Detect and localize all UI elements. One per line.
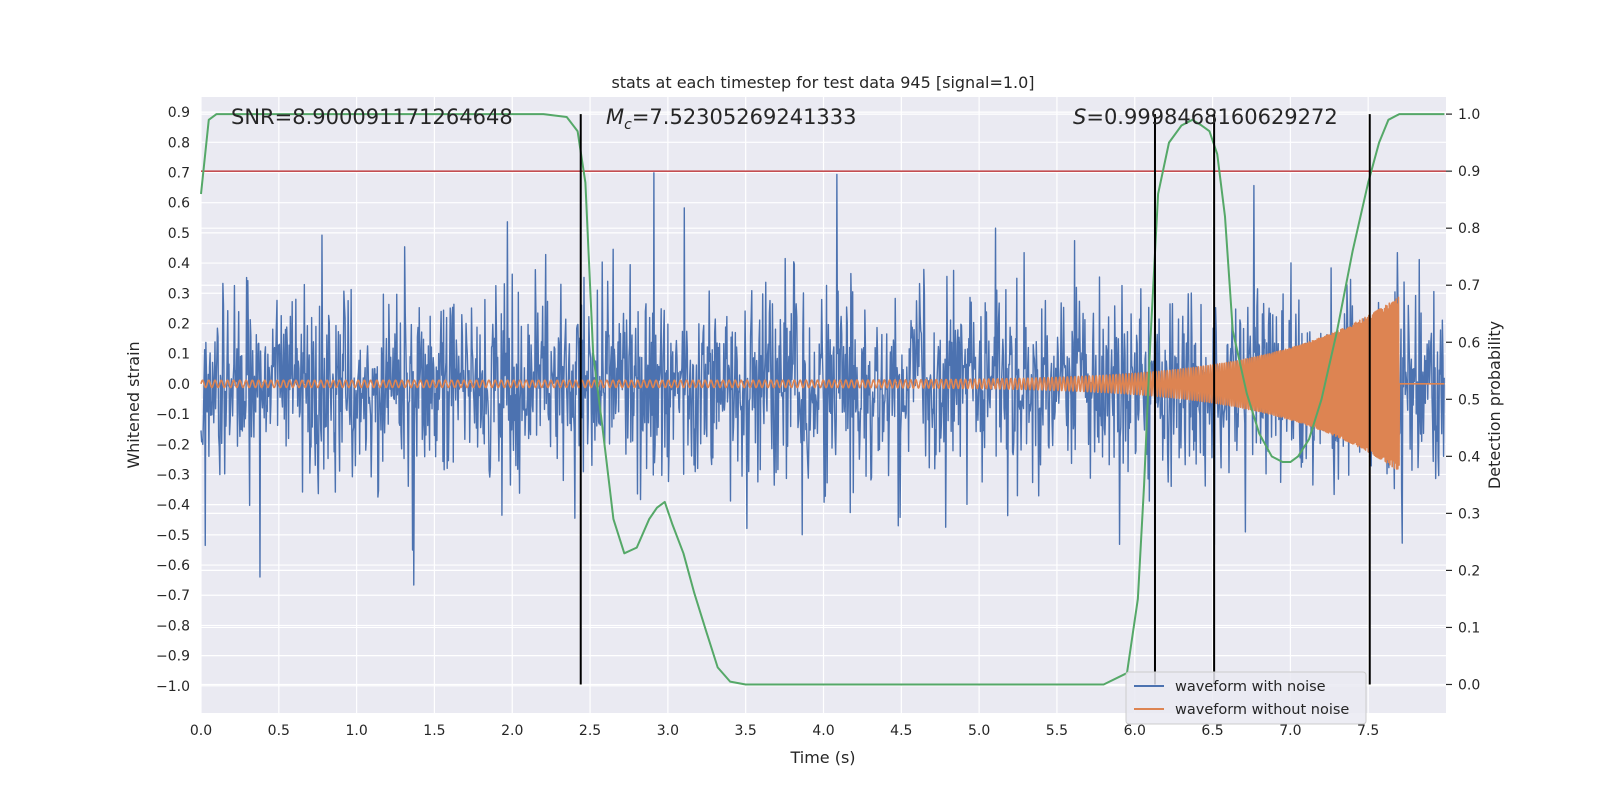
y-left-tick-label: 0.6	[168, 196, 190, 212]
y-left-tick-label: 0.0	[168, 377, 190, 393]
x-tick-label: 0.5	[268, 723, 290, 739]
chirp-mass-annotation: Mc=7.52305269241333	[606, 105, 857, 133]
score-annotation: S=0.9998468160629272	[1073, 105, 1338, 129]
y-right-tick-label: 0.8	[1458, 221, 1480, 237]
y-left-tick-label: −1.0	[156, 679, 190, 695]
score-value: =0.9998468160629272	[1086, 105, 1337, 129]
y-left-tick-label: −0.7	[156, 588, 190, 604]
x-tick-label: 7.0	[1279, 723, 1301, 739]
vertical-markers	[579, 114, 1371, 685]
y-left-tick-label: 0.3	[168, 286, 190, 302]
chirp-mass-subscript: c	[624, 117, 632, 133]
score-symbol: S	[1073, 105, 1086, 129]
y-right-axis-ticks: 1.0 0.9 0.8 0.7 0.6 0.5 0.4 0.3 0.2 0.1 0.0	[1446, 107, 1480, 693]
y-right-axis-label: Detection probability	[1485, 321, 1504, 489]
legend: waveform with noise waveform without noi…	[1125, 671, 1367, 725]
x-axis-label: Time (s)	[789, 748, 855, 767]
y-left-tick-label: −0.4	[156, 498, 190, 514]
y-left-tick-label: −0.6	[156, 558, 190, 574]
x-tick-label: 3.5	[735, 723, 757, 739]
y-right-tick-label: 0.9	[1458, 164, 1480, 180]
x-tick-label: 2.0	[501, 723, 523, 739]
y-right-tick-label: 0.3	[1458, 506, 1480, 522]
y-right-tick-label: 1.0	[1458, 107, 1480, 123]
legend-box	[1125, 671, 1367, 725]
y-right-tick-label: 0.5	[1458, 392, 1480, 408]
y-right-tick-label: 0.6	[1458, 335, 1480, 351]
y-left-axis-ticks: 0.9 0.8 0.7 0.6 0.5 0.4 0.3 0.2 0.1 0.0 −0.1 −0.2 −0…	[156, 105, 190, 695]
y-left-tick-label: 0.4	[168, 256, 190, 272]
x-tick-label: 4.0	[812, 723, 834, 739]
chart-title: stats at each timestep for test data 945…	[611, 73, 1034, 92]
x-tick-label: 2.5	[579, 723, 601, 739]
y-left-tick-label: −0.3	[156, 467, 190, 483]
y-right-tick-label: 0.1	[1458, 620, 1480, 636]
x-tick-label: 6.0	[1124, 723, 1146, 739]
chirp-mass-symbol: M	[606, 105, 624, 129]
y-right-tick-label: 0.2	[1458, 563, 1480, 579]
x-tick-label: 5.5	[1046, 723, 1068, 739]
y-left-tick-label: 0.1	[168, 347, 190, 363]
y-right-tick-label: 0.4	[1458, 449, 1480, 465]
probability-line	[200, 113, 1445, 686]
chirp-mass-value: =7.52305269241333	[632, 105, 857, 129]
y-left-tick-label: 0.2	[168, 316, 190, 332]
x-tick-label: 3.0	[657, 723, 679, 739]
y-left-tick-label: −0.5	[156, 528, 190, 544]
y-left-tick-label: −0.1	[156, 407, 190, 423]
y-left-tick-label: 0.8	[168, 135, 190, 151]
series-waveform-with-noise	[200, 172, 1445, 586]
legend-label-clean: waveform without noise	[1175, 702, 1349, 718]
x-tick-label: 0.0	[190, 723, 212, 739]
y-left-tick-label: −0.9	[156, 649, 190, 665]
x-tick-label: 7.5	[1357, 723, 1379, 739]
series-waveform-without-noise	[200, 296, 1445, 470]
y-left-tick-label: 0.5	[168, 226, 190, 242]
y-left-tick-label: 0.7	[168, 165, 190, 181]
noise-line	[200, 172, 1445, 586]
x-tick-label: 5.0	[968, 723, 990, 739]
y-left-tick-label: 0.9	[168, 105, 190, 121]
x-tick-label: 1.5	[423, 723, 445, 739]
snr-annotation: SNR=8.900091171264648	[231, 105, 513, 129]
x-tick-label: 6.5	[1201, 723, 1223, 739]
y-right-tick-label: 0.0	[1458, 677, 1480, 693]
series-detection-probability	[200, 113, 1446, 686]
x-tick-label: 4.5	[890, 723, 912, 739]
y-right-tick-label: 0.7	[1458, 278, 1480, 294]
y-left-tick-label: −0.2	[156, 437, 190, 453]
x-tick-label: 1.0	[345, 723, 367, 739]
y-left-axis-label: Whitened strain	[124, 341, 143, 468]
legend-label-noise: waveform with noise	[1175, 679, 1326, 695]
clean-line	[200, 296, 1445, 470]
y-left-tick-label: −0.8	[156, 618, 190, 634]
x-axis-ticks: 0.0 0.5 1.0 1.5 2.0 2.5 3.0 3.5 4.0 4.5 5.0 5.5 6.0 6…	[190, 723, 1379, 739]
